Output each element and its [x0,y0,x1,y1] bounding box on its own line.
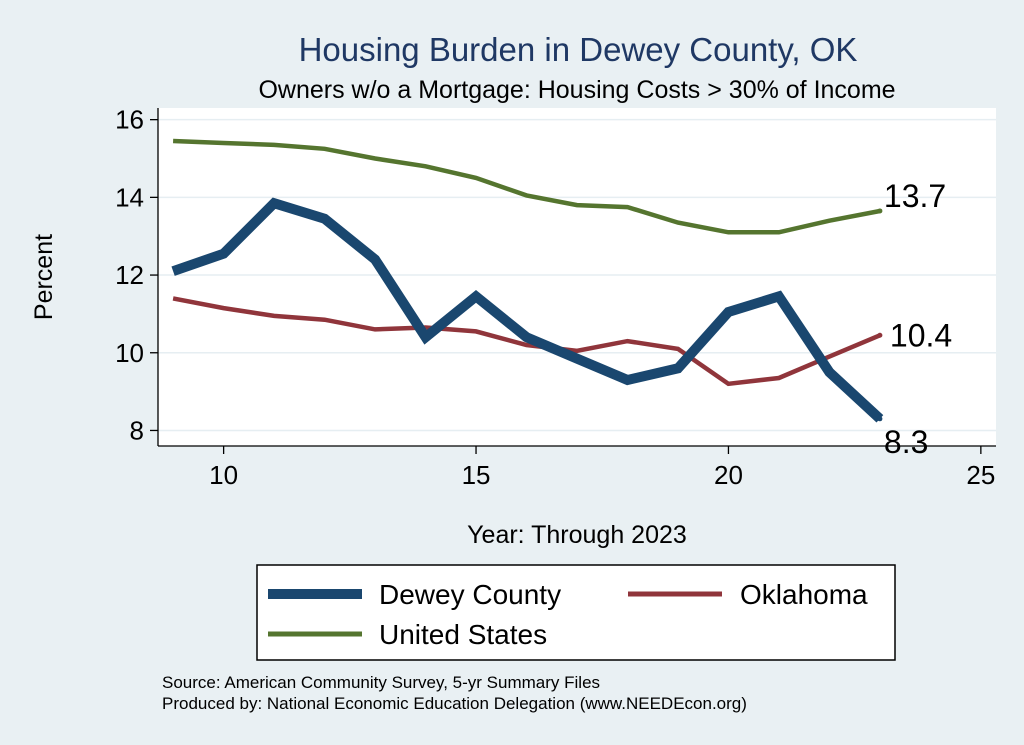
series-end-point-united-states [877,208,883,214]
y-tick-label-10: 10 [115,338,144,368]
y-tick-label-14: 14 [115,182,144,212]
y-axis-title: Percent [30,234,58,320]
series-line-oklahoma [172,296,881,387]
legend-box [256,564,896,661]
legend-label-dewey-county: Dewey County [379,579,561,610]
chart-title: Housing Burden in Dewey County, OK [299,31,858,68]
end-label-united-states: 13.7 [884,178,946,214]
series-end-point-dewey-county [877,416,883,422]
y-tick-label-8: 8 [130,415,144,445]
y-tick-label-16: 16 [115,105,144,135]
legend-label-oklahoma: Oklahoma [740,579,868,610]
y-tick-label-12: 12 [115,260,144,290]
source-note: Source: American Community Survey, 5-yr … [162,673,600,692]
series-line-dewey-county [171,197,884,423]
plot-area [158,108,996,446]
series-end-point-oklahoma [877,332,883,338]
end-label-oklahoma: 10.4 [890,317,952,353]
end-label-dewey-county: 8.3 [884,424,928,460]
end-labels: 8.3 10.4 13.7 [884,178,952,460]
axes: 8 10 12 14 16 10 15 20 25 [115,105,996,490]
gridlines [158,118,996,432]
x-tick-label-15: 15 [462,460,491,490]
x-tick-label-20: 20 [714,460,743,490]
x-tick-label-10: 10 [209,460,238,490]
produced-by-note: Produced by: National Economic Education… [162,694,747,713]
x-tick-label-25: 25 [966,460,995,490]
series-line-united-states [173,138,881,235]
chart-subtitle: Owners w/o a Mortgage: Housing Costs > 3… [258,76,895,104]
series-lines [171,138,884,423]
legend: Dewey County Oklahoma United States [256,564,896,661]
x-axis-title: Year: Through 2023 [467,521,687,549]
legend-label-united-states: United States [379,619,547,650]
